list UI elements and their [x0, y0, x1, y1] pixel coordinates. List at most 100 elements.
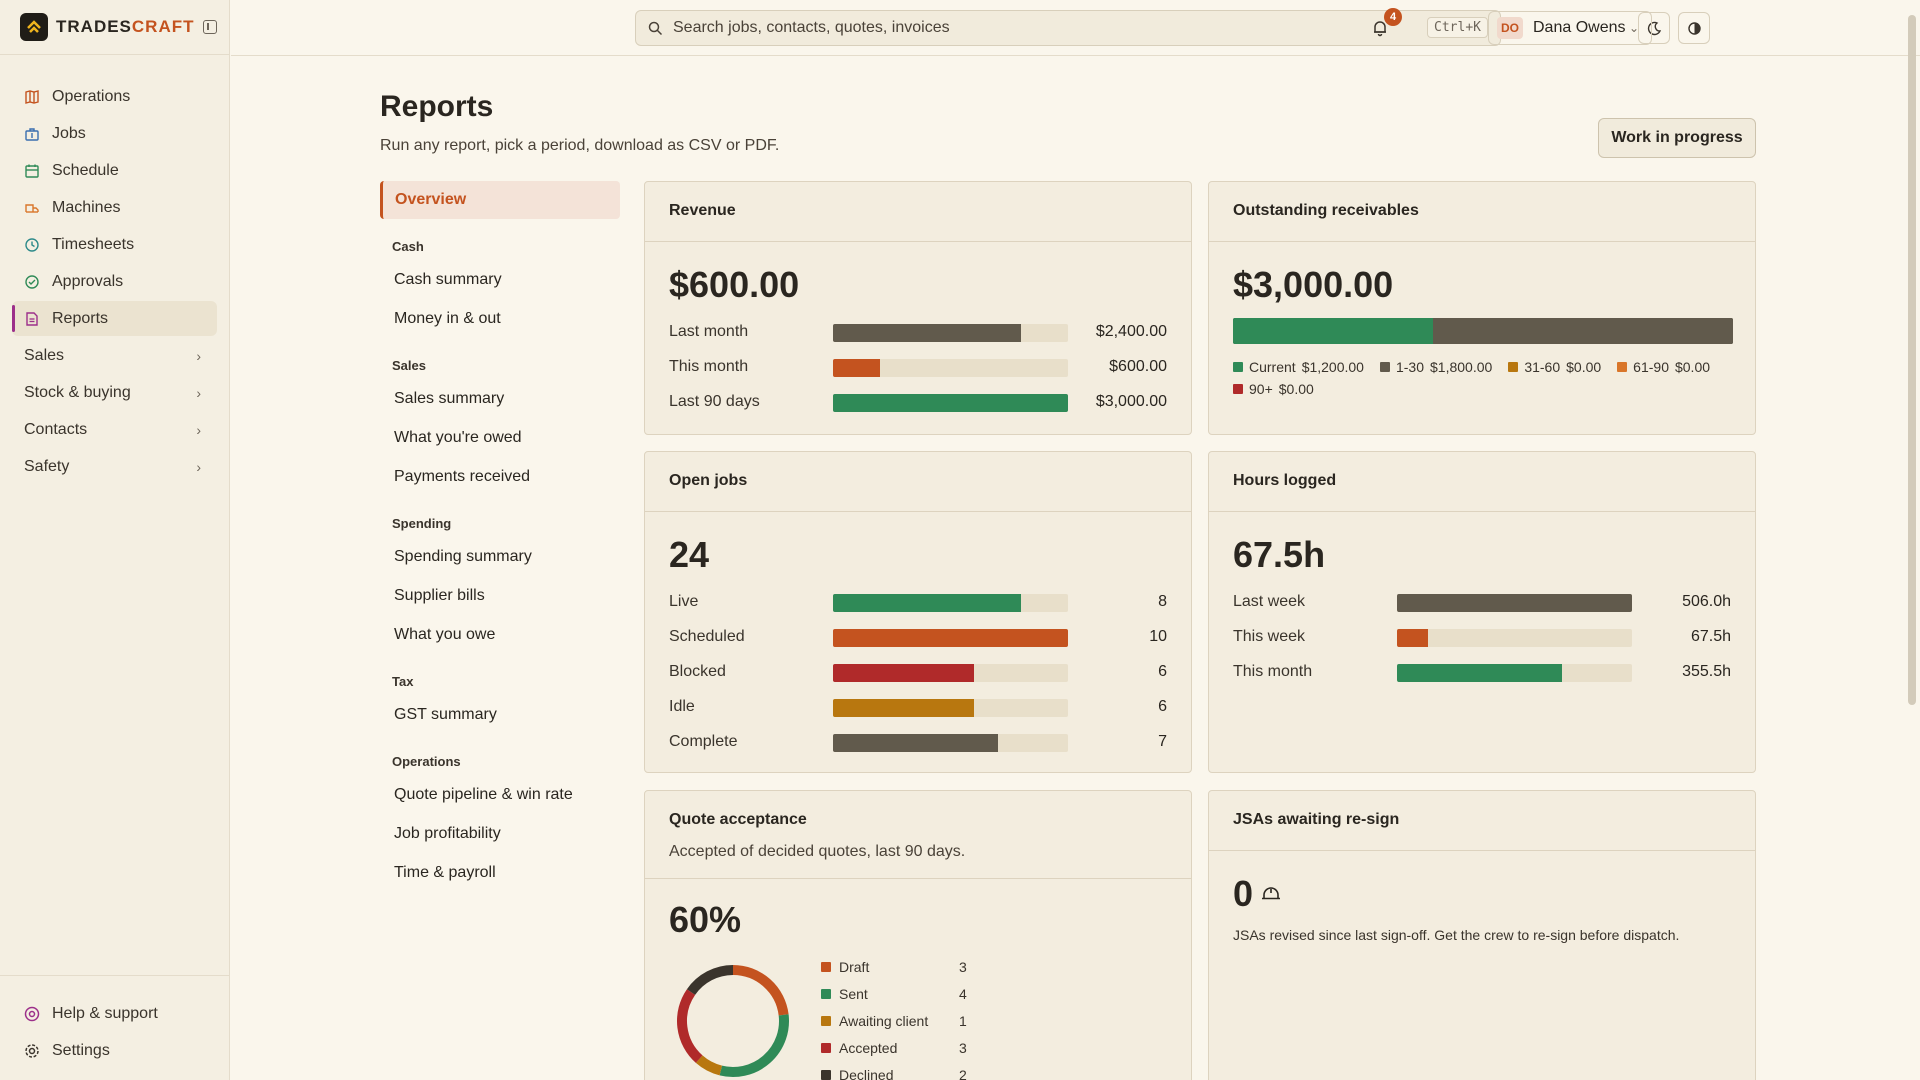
donut-slice: [677, 989, 703, 1063]
sidebar-item-schedule[interactable]: Schedule: [12, 153, 217, 188]
sidebar-item-approvals[interactable]: Approvals: [12, 264, 217, 299]
legend-label: Declined: [839, 1066, 894, 1080]
legend-label: Sent: [839, 985, 868, 1002]
jsa-card: JSAs awaiting re-sign 0 JSAs revised sin…: [1208, 790, 1756, 1080]
page-title: Reports: [380, 90, 494, 123]
legend-label: Awaiting client: [839, 1012, 929, 1029]
legend-value: 4: [959, 985, 967, 1002]
notification-badge: 4: [1384, 8, 1402, 26]
card-title: Hours logged: [1209, 452, 1755, 512]
sidebar-item-label: Approvals: [52, 272, 124, 290]
legend-value: $0.00: [1278, 381, 1314, 397]
sidebar-item-jobs[interactable]: Jobs: [12, 116, 217, 151]
jsa-count: 0: [1233, 873, 1254, 914]
bell-icon[interactable]: [1366, 14, 1394, 42]
legend-swatch: [821, 1042, 831, 1053]
chevron-right-icon: ›: [196, 421, 201, 438]
bar-value: 6: [1158, 663, 1167, 680]
help-icon: [24, 1006, 40, 1022]
sidebar-item-machines[interactable]: Machines: [12, 190, 217, 225]
hours-total: 67.5h: [1233, 534, 1326, 575]
card-title: Open jobs: [645, 452, 1191, 512]
report-nav-item[interactable]: Cash summary: [394, 270, 502, 288]
legend-swatch: [821, 1015, 831, 1026]
report-nav-item[interactable]: Money in & out: [394, 309, 501, 327]
quote-acceptance-rate: 60%: [669, 899, 742, 940]
sidebar-item-operations[interactable]: Operations: [12, 79, 217, 114]
legend-item: Current $1,200.00: [1233, 359, 1364, 375]
logo-icon: [20, 13, 48, 41]
page-scrollbar[interactable]: [1908, 15, 1916, 705]
legend-item: 31-60 $0.00: [1508, 359, 1601, 375]
clock-icon: [24, 237, 40, 253]
sidebar-bottom: Help & support Settings: [0, 975, 229, 1070]
report-nav-heading: Operations: [392, 754, 461, 769]
bar-row: Idle 6: [669, 697, 1167, 719]
calendar-icon: [24, 163, 40, 179]
legend-value: $1,800.00: [1430, 359, 1493, 375]
bar-value: 10: [1149, 628, 1167, 645]
report-nav-item[interactable]: Time & payroll: [394, 863, 496, 881]
receivables-total: $3,000.00: [1233, 264, 1394, 305]
brand: TRADESCRAFT: [0, 0, 229, 55]
report-nav-item[interactable]: What you owe: [394, 625, 496, 643]
user-menu[interactable]: DO Dana Owens ⌄: [1488, 11, 1652, 45]
report-nav-item[interactable]: Spending summary: [394, 547, 532, 565]
report-nav-overview[interactable]: Overview: [380, 181, 620, 219]
bar-value: $600.00: [1109, 358, 1167, 375]
legend-swatch: [1233, 384, 1243, 394]
sidebar-group-stock-buying[interactable]: Stock & buying ›: [12, 375, 217, 410]
bar-track: [1397, 664, 1632, 682]
report-nav-item[interactable]: Supplier bills: [394, 586, 485, 604]
legend-value: 2: [959, 1066, 967, 1080]
sidebar-item-settings[interactable]: Settings: [12, 1033, 217, 1068]
sidebar-group-label: Sales: [24, 346, 65, 364]
bar-label: Blocked: [669, 663, 726, 680]
sidebar-group-contacts[interactable]: Contacts ›: [12, 412, 217, 447]
moon-icon: [1647, 21, 1662, 36]
report-nav-item[interactable]: Sales summary: [394, 389, 505, 407]
bar-row: This month 355.5h: [1233, 662, 1731, 684]
sidebar-item-label: Help & support: [52, 1004, 158, 1022]
briefcase-icon: [24, 126, 40, 142]
revenue-total: $600.00: [669, 264, 800, 305]
legend-value: 1: [959, 1012, 967, 1029]
report-nav-item[interactable]: Quote pipeline & win rate: [394, 785, 573, 803]
bar-label: This month: [1233, 663, 1313, 680]
report-icon: [24, 311, 40, 327]
bar-fill: [833, 359, 880, 377]
work-in-progress-button[interactable]: Work in progress: [1598, 118, 1756, 158]
quote-donut-chart: [677, 965, 789, 1077]
sidebar-item-timesheets[interactable]: Timesheets: [12, 227, 217, 262]
bar-value: 355.5h: [1682, 663, 1731, 680]
sidebar-collapse-icon[interactable]: [202, 20, 217, 34]
chevron-right-icon: ›: [196, 384, 201, 401]
sidebar-group-sales[interactable]: Sales ›: [12, 338, 217, 373]
report-nav-heading: Sales: [392, 358, 426, 373]
bar-value: $2,400.00: [1095, 323, 1167, 340]
contrast-toggle-button[interactable]: [1678, 12, 1710, 44]
sidebar-group-label: Contacts: [24, 420, 88, 438]
report-nav-item[interactable]: What you're owed: [394, 428, 522, 446]
sidebar-item-help[interactable]: Help & support: [12, 996, 217, 1031]
theme-toggle-button[interactable]: [1638, 12, 1670, 44]
bar-track: [833, 629, 1068, 647]
search-input[interactable]: Search jobs, contacts, quotes, invoices …: [635, 10, 1501, 46]
bar-track: [1397, 629, 1632, 647]
bar-row: Scheduled 10: [669, 627, 1167, 649]
bar-fill: [833, 594, 1021, 612]
report-nav-item[interactable]: Payments received: [394, 467, 531, 485]
donut-slice: [719, 1014, 789, 1077]
sidebar-item-reports[interactable]: Reports: [12, 301, 217, 336]
bar-value: 506.0h: [1682, 593, 1731, 610]
legend-value: $0.00: [1674, 359, 1711, 375]
report-nav-item[interactable]: GST summary: [394, 705, 497, 723]
sidebar-group-safety[interactable]: Safety ›: [12, 449, 217, 484]
legend-label: Accepted: [839, 1039, 898, 1056]
quote-legend: Draft 3 Sent 4 Awaiting client 1 Accepted 3 Decl…: [821, 953, 967, 1080]
card-title: Revenue: [645, 182, 1191, 242]
open-jobs-total: 24: [669, 534, 710, 575]
bar-label: Last week: [1233, 593, 1306, 610]
report-nav-item[interactable]: Job profitability: [394, 824, 501, 842]
bar-track: [833, 734, 1068, 752]
